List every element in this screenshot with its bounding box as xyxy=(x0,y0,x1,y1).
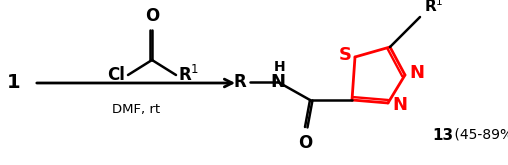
Text: H: H xyxy=(274,60,286,74)
Text: N: N xyxy=(393,96,407,114)
Text: Cl: Cl xyxy=(107,66,125,84)
Text: N: N xyxy=(270,73,285,91)
Text: O: O xyxy=(145,7,159,25)
Text: S: S xyxy=(338,46,352,64)
Text: O: O xyxy=(298,134,312,152)
Text: 1: 1 xyxy=(7,73,21,93)
Text: N: N xyxy=(409,64,425,82)
Text: R: R xyxy=(233,73,246,91)
Text: R$^1$: R$^1$ xyxy=(178,65,199,85)
Text: R$^1$: R$^1$ xyxy=(424,0,443,15)
Text: DMF, rt: DMF, rt xyxy=(112,102,160,116)
Text: 13: 13 xyxy=(432,128,453,143)
Text: (45-89%): (45-89%) xyxy=(450,128,508,142)
